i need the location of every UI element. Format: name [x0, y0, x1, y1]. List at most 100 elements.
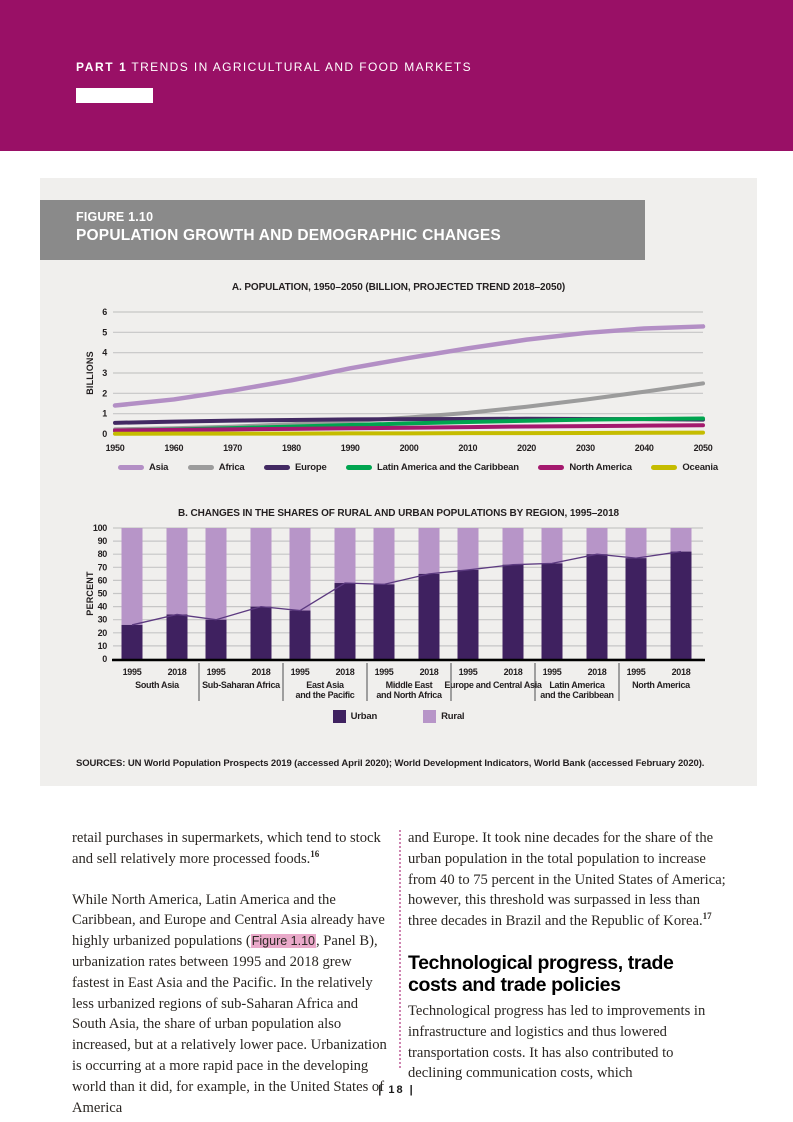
rural-bar [289, 528, 311, 611]
rural-bar [625, 528, 647, 559]
legend-label: Africa [218, 462, 245, 473]
x-tick-label: 1980 [282, 443, 301, 453]
region-label: and the Caribbean [540, 690, 613, 700]
region-label: Latin America [549, 680, 606, 690]
paragraph-text: Technological progress has led to improv… [408, 1002, 706, 1082]
y-tick-label: 50 [98, 589, 108, 599]
y-axis-label: PERCENT [85, 571, 95, 616]
paragraph: Technological progress has led to improv… [408, 1001, 727, 1084]
figure-1-10-link[interactable]: Figure 1.10 [250, 934, 316, 949]
rural-bar [586, 528, 608, 555]
figure-sources: SOURCES: UN World Population Prospects 2… [76, 758, 705, 769]
urban-bar [625, 558, 647, 659]
legend-item: Urban [332, 710, 377, 723]
legend-label: Rural [441, 711, 465, 722]
y-tick-label: 0 [102, 654, 107, 664]
series-line [112, 324, 706, 408]
paragraph: retail purchases in supermarkets, which … [72, 828, 391, 870]
region-label: South Asia [135, 680, 180, 690]
urban-bar [166, 614, 188, 659]
right-column: and Europe. It took nine decades for the… [408, 828, 727, 1122]
x-tick-label: 2000 [400, 443, 419, 453]
bar-year-label: 1995 [375, 667, 394, 677]
urban-bar [250, 606, 272, 659]
urban-bar [418, 573, 440, 659]
y-tick-label: 30 [98, 615, 108, 625]
region-label: Sub-Saharan Africa [202, 680, 281, 690]
region-label: Europe and Central Asia [444, 680, 543, 690]
paragraph-text: While North America, Latin America and t… [72, 891, 385, 950]
rural-bar [121, 528, 143, 625]
y-tick-label: 6 [102, 307, 107, 317]
footnote-ref-17[interactable]: 17 [702, 911, 712, 922]
chart-b-title: B. CHANGES IN THE SHARES OF RURAL AND UR… [178, 508, 619, 519]
figure-title: POPULATION GROWTH AND DEMOGRAPHIC CHANGE… [76, 227, 501, 244]
paragraph-text: , Panel B), urbanization rates between 1… [72, 933, 387, 1116]
y-tick-label: 3 [102, 368, 107, 378]
bar-year-label: 1995 [543, 667, 562, 677]
region-label: North America [632, 680, 691, 690]
bar-year-label: 1995 [291, 667, 310, 677]
footnote-ref-16[interactable]: 16 [310, 848, 320, 859]
urban-bar [121, 624, 143, 659]
y-tick-label: 2 [102, 388, 107, 398]
bar-year-label: 2018 [672, 667, 691, 677]
legend-swatch [264, 465, 291, 470]
rural-bar [205, 528, 227, 620]
legend-item: Latin America and the Caribbean [346, 462, 519, 473]
x-tick-label: 2010 [458, 443, 477, 453]
series-line [113, 430, 705, 436]
rural-bar [502, 528, 524, 565]
population-line-chart: 0 1 2 3 4 5 6 1950 1960 1970 1980 1990 2000 2010 2020 2… [85, 307, 713, 453]
bar-year-label: 2018 [588, 667, 607, 677]
y-tick-label: 4 [102, 348, 107, 358]
region-label: and North Africa [376, 690, 443, 700]
y-tick-label: 40 [98, 602, 108, 612]
rural-bar [418, 528, 440, 574]
urban-bar [457, 569, 479, 659]
x-tick-label: 1960 [164, 443, 183, 453]
y-tick-label: 90 [98, 536, 108, 546]
page-header-band: PART 1 TRENDS IN AGRICULTURAL AND FOOD MA… [0, 0, 793, 151]
x-tick-label: 1970 [223, 443, 242, 453]
y-tick-label: 5 [102, 327, 107, 337]
paragraph-text: retail purchases in supermarkets, which … [72, 830, 381, 867]
x-tick-label: 2050 [694, 443, 713, 453]
legend-swatch [332, 710, 346, 723]
body-text: retail purchases in supermarkets, which … [72, 828, 727, 1122]
urban-bar [289, 610, 311, 659]
bar-year-label: 2018 [504, 667, 523, 677]
x-tick-label: 2020 [517, 443, 536, 453]
legend-item: Africa [187, 462, 245, 473]
legend-item: Europe [264, 462, 327, 473]
series-line [113, 423, 705, 433]
legend-label: Latin America and the Caribbean [377, 462, 519, 473]
x-tick-label: 1950 [106, 443, 125, 453]
paragraph: While North America, Latin America and t… [72, 890, 391, 1119]
urban-trend-line [131, 550, 682, 626]
legend-swatch [651, 465, 678, 470]
y-tick-label: 70 [98, 562, 108, 572]
column-divider [399, 830, 401, 1068]
y-tick-label: 1 [102, 409, 107, 419]
x-tick-label: 1990 [341, 443, 360, 453]
region-label: East Asia [306, 680, 345, 690]
legend-label: Europe [295, 462, 327, 473]
page-number: | 18 | [378, 1084, 415, 1096]
urban-rural-bar-chart: 0 10 20 30 40 50 60 70 80 90 100 1995 2018 South Asia… [85, 523, 705, 701]
legend-swatch [118, 465, 144, 470]
urban-bar [334, 583, 356, 659]
legend-label: Oceania [682, 462, 718, 473]
urban-bar [502, 564, 524, 659]
rural-bar [250, 528, 272, 607]
urban-bar [541, 563, 563, 659]
urban-bar [205, 619, 227, 659]
bar-year-label: 1995 [627, 667, 646, 677]
legend-swatch [346, 465, 373, 470]
legend-item: Asia [118, 462, 168, 473]
bar-year-label: 1995 [459, 667, 478, 677]
region-label: Middle East [386, 680, 433, 690]
bar-year-label: 2018 [336, 667, 355, 677]
y-tick-label: 60 [98, 575, 108, 585]
